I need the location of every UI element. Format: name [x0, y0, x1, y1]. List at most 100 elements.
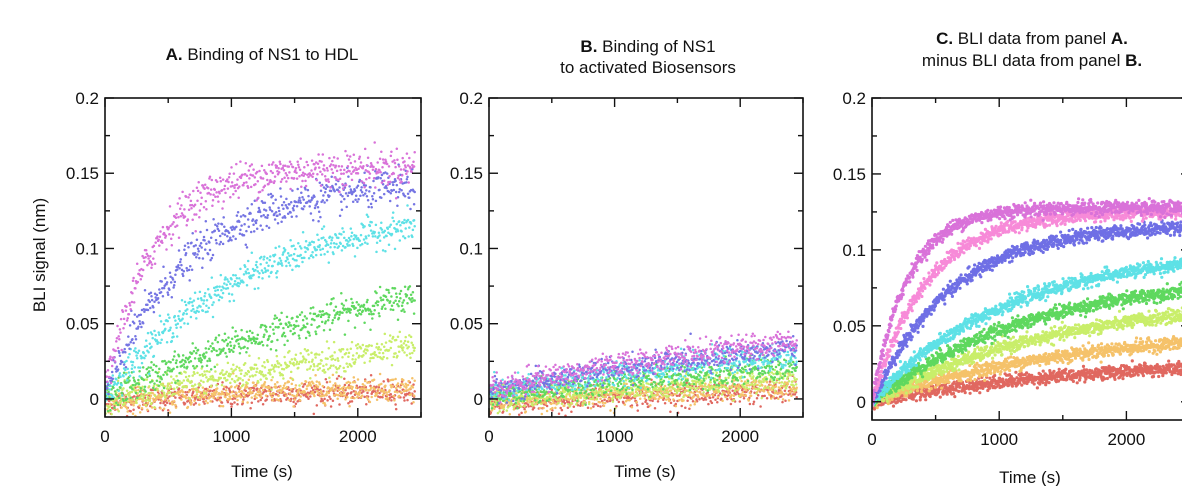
- data-point: [379, 348, 382, 351]
- data-point: [166, 384, 169, 388]
- data-point: [399, 224, 402, 227]
- data-point: [217, 334, 221, 337]
- data-point: [400, 344, 403, 347]
- data-point: [332, 297, 335, 300]
- data-point: [407, 181, 410, 184]
- data-point: [150, 406, 154, 409]
- data-point: [168, 411, 172, 414]
- data-point: [672, 398, 675, 401]
- data-point: [203, 183, 207, 187]
- data-point: [224, 276, 227, 279]
- data-point: [360, 242, 364, 246]
- data-point: [130, 401, 134, 404]
- data-point: [271, 322, 274, 325]
- data-point: [568, 394, 572, 398]
- data-point: [323, 253, 326, 256]
- data-point: [385, 186, 388, 190]
- data-point: [168, 233, 171, 236]
- data-point: [368, 224, 372, 228]
- data-point: [691, 396, 694, 400]
- data-point: [255, 219, 258, 222]
- data-point: [587, 402, 591, 406]
- panel-b-title-text: Binding of NS1: [597, 37, 715, 56]
- data-point: [199, 305, 202, 308]
- data-point: [119, 400, 123, 403]
- data-point: [238, 366, 241, 370]
- data-point: [396, 318, 400, 322]
- data-point: [377, 176, 380, 179]
- data-point: [385, 162, 389, 166]
- data-point: [351, 244, 355, 248]
- data-point: [555, 386, 559, 389]
- data-point: [179, 325, 183, 329]
- data-point: [149, 254, 152, 258]
- data-point: [282, 207, 285, 211]
- data-point: [272, 365, 276, 369]
- data-point: [331, 386, 334, 390]
- data-point: [217, 293, 220, 297]
- data-point: [389, 192, 393, 195]
- data-point: [112, 386, 115, 389]
- data-point: [243, 223, 246, 226]
- data-point: [264, 328, 267, 331]
- data-point: [361, 223, 365, 227]
- data-point: [270, 378, 273, 382]
- data-point: [743, 387, 746, 391]
- data-point: [628, 399, 631, 402]
- data-point: [262, 213, 265, 217]
- data-point: [180, 388, 184, 392]
- data-point: [168, 328, 172, 332]
- data-point: [368, 359, 372, 363]
- data-point: [248, 177, 251, 180]
- data-point: [255, 227, 259, 231]
- data-point: [358, 308, 362, 312]
- data-point: [198, 256, 201, 260]
- data-point: [296, 160, 299, 163]
- data-point: [353, 360, 357, 364]
- data-point: [153, 382, 156, 385]
- data-point: [175, 326, 178, 330]
- data-point: [193, 213, 196, 216]
- data-point: [412, 160, 415, 164]
- data-point: [364, 351, 368, 355]
- data-point: [254, 268, 257, 272]
- data-point: [188, 193, 191, 196]
- data-point: [351, 301, 354, 304]
- data-point: [328, 395, 331, 399]
- data-point: [340, 172, 343, 175]
- data-point: [175, 268, 179, 271]
- data-point: [381, 351, 385, 355]
- data-point: [235, 183, 239, 186]
- data-point: [131, 279, 135, 282]
- data-point: [389, 393, 393, 396]
- data-point: [222, 387, 225, 391]
- data-point: [294, 324, 298, 328]
- data-point: [318, 382, 322, 386]
- data-point: [369, 374, 373, 377]
- data-point: [261, 385, 264, 388]
- data-point: [245, 330, 249, 334]
- data-point: [375, 250, 378, 254]
- data-point: [376, 391, 379, 395]
- data-point: [249, 212, 252, 215]
- data-point: [406, 192, 410, 195]
- data-point: [333, 389, 336, 392]
- data-point: [354, 386, 358, 390]
- data-point: [195, 317, 198, 320]
- data-point: [140, 361, 144, 365]
- data-point: [670, 393, 673, 397]
- data-point: [365, 194, 369, 198]
- data-point: [146, 408, 149, 412]
- data-point: [141, 254, 144, 258]
- data-point: [209, 368, 213, 371]
- data-point: [174, 381, 177, 385]
- data-point: [148, 374, 152, 378]
- data-point: [387, 165, 391, 168]
- data-point: [678, 399, 681, 402]
- data-point: [114, 367, 117, 371]
- data-point: [152, 386, 155, 390]
- data-point: [544, 402, 548, 405]
- data-point: [398, 239, 402, 242]
- data-point: [230, 385, 233, 388]
- data-point: [593, 398, 596, 401]
